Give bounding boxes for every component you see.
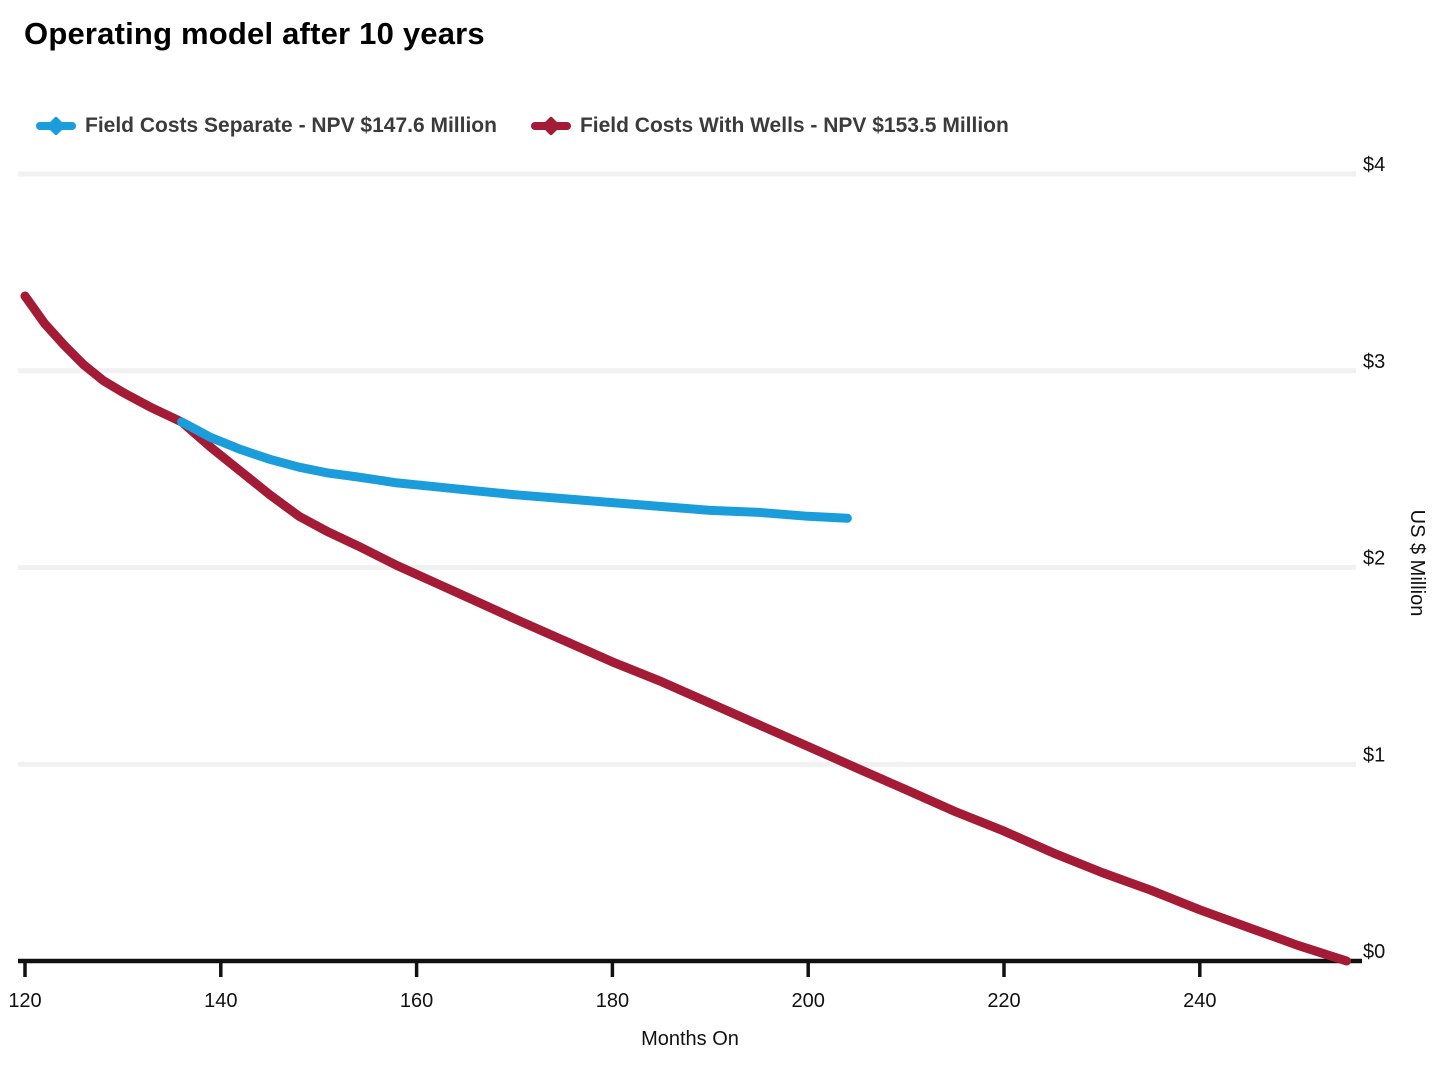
legend: Field Costs Separate - NPV $147.6 Millio… xyxy=(36,114,1009,138)
x-tick-label-120: 120 xyxy=(8,990,41,1012)
y-tick-label-2: $2 xyxy=(1363,548,1385,570)
legend-key-line-diamond-icon xyxy=(36,115,76,137)
chart-title: Operating model after 10 years xyxy=(24,16,485,51)
legend-item-field-costs-separate[interactable]: Field Costs Separate - NPV $147.6 Millio… xyxy=(36,114,497,138)
y-tick-label-1: $1 xyxy=(1363,744,1385,766)
legend-label: Field Costs With Wells - NPV $153.5 Mill… xyxy=(579,114,1009,137)
x-tick-label-200: 200 xyxy=(792,990,825,1012)
x-tick-label-220: 220 xyxy=(987,990,1020,1012)
x-tick-label-180: 180 xyxy=(596,990,629,1012)
x-tick-label-140: 140 xyxy=(204,990,237,1012)
y-axis-title: US $ Million xyxy=(1406,510,1428,617)
legend-label: Field Costs Separate - NPV $147.6 Millio… xyxy=(85,114,497,137)
legend-item-field-costs-with-wells[interactable]: Field Costs With Wells - NPV $153.5 Mill… xyxy=(530,114,1009,138)
y-tick-label-0: $0 xyxy=(1363,941,1385,963)
x-tick-label-240: 240 xyxy=(1183,990,1216,1012)
legend-key-line-diamond-icon xyxy=(530,115,571,137)
y-tick-label-3: $3 xyxy=(1363,351,1385,373)
series-line-field-costs-separate[interactable] xyxy=(177,417,852,523)
series-line-field-costs-with-wells[interactable] xyxy=(20,291,1352,966)
x-axis-title: Months On xyxy=(641,1028,739,1050)
y-tick-label-4: $4 xyxy=(1363,154,1385,176)
x-tick-label-160: 160 xyxy=(400,990,433,1012)
